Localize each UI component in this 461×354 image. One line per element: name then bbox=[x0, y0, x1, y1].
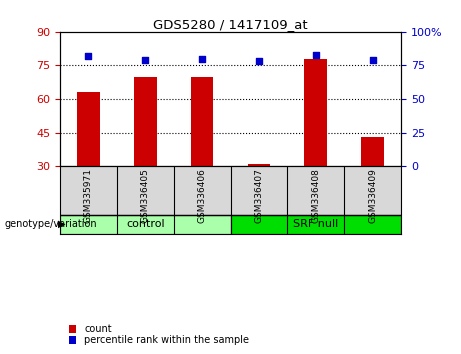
Bar bbox=[230, 215, 401, 234]
Point bbox=[142, 57, 149, 63]
Text: GSM336406: GSM336406 bbox=[198, 168, 207, 223]
Text: SRF null: SRF null bbox=[293, 219, 338, 229]
Bar bbox=[77, 92, 100, 166]
Text: GSM335971: GSM335971 bbox=[84, 168, 93, 223]
Text: GSM336408: GSM336408 bbox=[311, 168, 320, 223]
Bar bbox=[191, 77, 213, 166]
Point bbox=[369, 57, 376, 63]
Point bbox=[255, 59, 263, 64]
Point bbox=[198, 56, 206, 62]
Point bbox=[312, 52, 319, 58]
Text: GSM336405: GSM336405 bbox=[141, 168, 150, 223]
Bar bbox=[304, 59, 327, 166]
Text: genotype/variation: genotype/variation bbox=[5, 219, 97, 229]
Bar bbox=[248, 164, 270, 166]
Legend: count, percentile rank within the sample: count, percentile rank within the sample bbox=[65, 320, 253, 349]
Title: GDS5280 / 1417109_at: GDS5280 / 1417109_at bbox=[153, 18, 308, 31]
Text: control: control bbox=[126, 219, 165, 229]
Text: GSM336407: GSM336407 bbox=[254, 168, 263, 223]
Bar bbox=[361, 137, 384, 166]
Text: ▶: ▶ bbox=[58, 219, 65, 229]
Text: GSM336409: GSM336409 bbox=[368, 168, 377, 223]
Point bbox=[85, 53, 92, 59]
Bar bbox=[60, 215, 230, 234]
Bar bbox=[134, 77, 157, 166]
